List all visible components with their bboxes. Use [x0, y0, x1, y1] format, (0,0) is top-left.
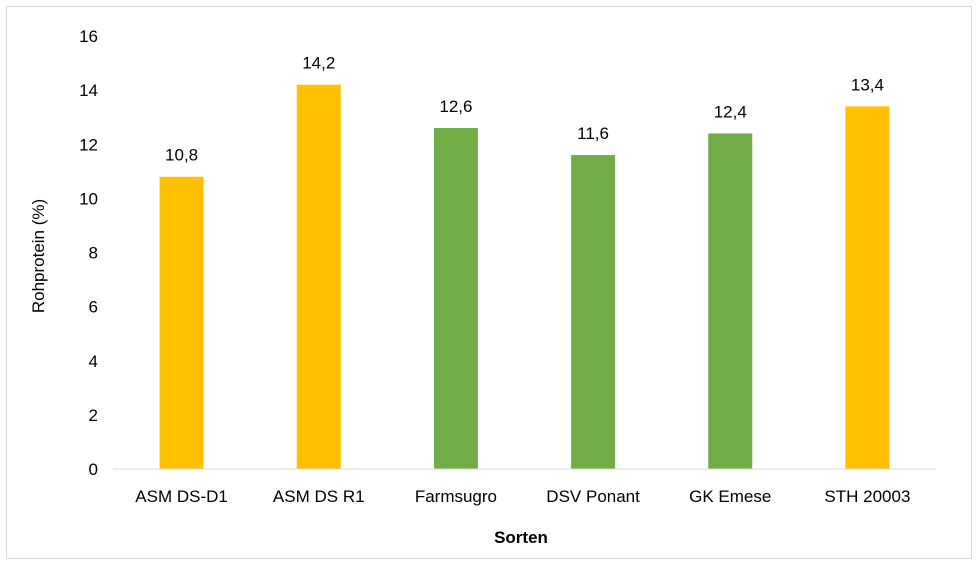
- bar: [433, 128, 478, 469]
- y-tick-label: 14: [79, 81, 98, 100]
- bar: [571, 155, 616, 469]
- y-tick-label: 6: [89, 298, 98, 317]
- x-axis-title: Sorten: [494, 528, 548, 547]
- y-tick-label: 16: [79, 27, 98, 46]
- x-tick-label: DSV Ponant: [546, 487, 640, 506]
- data-label: 12,6: [439, 97, 472, 116]
- y-tick-labels: 0 2 4 6 8 10 12 14 16: [79, 27, 98, 479]
- x-tick-label: STH 20003: [824, 487, 910, 506]
- data-label: 10,8: [165, 146, 198, 165]
- y-tick-label: 0: [89, 460, 98, 479]
- bar: [708, 133, 753, 470]
- y-tick-label: 12: [79, 135, 98, 154]
- y-tick-label: 8: [89, 244, 98, 263]
- data-label: 13,4: [851, 75, 884, 94]
- data-label: 14,2: [302, 54, 335, 73]
- x-tick-label: ASM DS-D1: [135, 487, 228, 506]
- data-labels: 10,8 14,2 12,6 11,6 12,4 13,4: [165, 54, 884, 165]
- x-tick-label: Farmsugro: [415, 487, 497, 506]
- bar: [845, 106, 890, 470]
- y-tick-label: 10: [79, 189, 98, 208]
- data-label: 11,6: [577, 124, 609, 143]
- data-label: 12,4: [714, 102, 747, 121]
- bar: [296, 84, 341, 470]
- y-tick-label: 4: [89, 352, 98, 371]
- x-tick-labels: ASM DS-D1 ASM DS R1 Farmsugro DSV Ponant GK …: [135, 487, 910, 506]
- bar: [159, 176, 204, 469]
- y-tick-label: 2: [89, 406, 98, 425]
- x-tick-label: ASM DS R1: [273, 487, 365, 506]
- x-tick-label: GK Emese: [689, 487, 771, 506]
- y-axis-title: Rohprotein (%): [29, 199, 48, 313]
- bars: [159, 84, 890, 470]
